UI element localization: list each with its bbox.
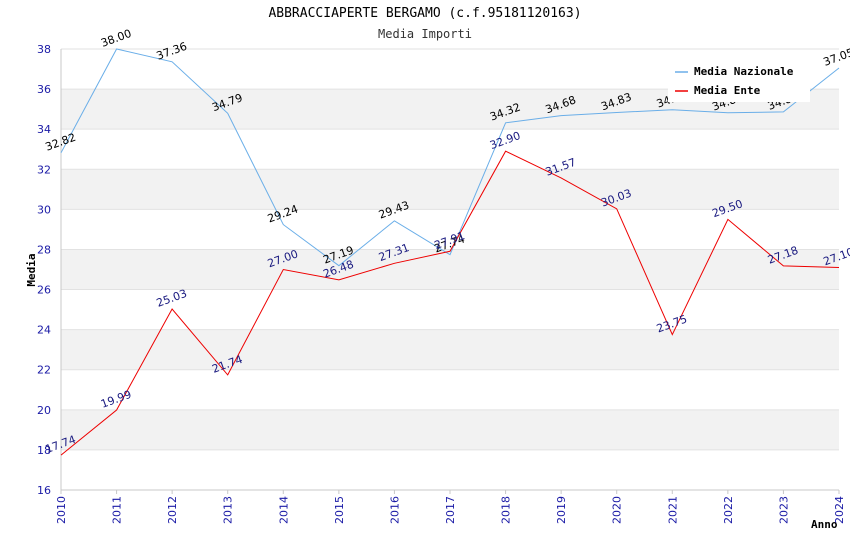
y-tick-labels: 16 18 20 22 24 26 28 30 32 34 36 38 [37, 43, 51, 497]
x-tick-label: 2021 [666, 496, 679, 524]
x-tick-label: 2016 [388, 496, 401, 524]
chart-title: ABBRACCIAPERTE BERGAMO (c.f.95181120163) [268, 6, 582, 21]
x-tick-label: 2019 [555, 496, 568, 524]
y-tick-label: 24 [37, 324, 51, 337]
grid-band [61, 249, 839, 290]
x-tick-label: 2014 [277, 496, 290, 524]
x-tick-label: 2023 [777, 496, 790, 524]
y-tick-label: 32 [37, 163, 51, 176]
x-tick-label: 2022 [722, 496, 735, 524]
y-tick-label: 16 [37, 484, 51, 497]
y-axis-label: Media [25, 253, 38, 286]
legend: Media Nazionale Media Ente [668, 60, 810, 102]
x-tick-label: 2010 [55, 496, 68, 524]
series-lines [60, 48, 840, 456]
y-tick-label: 20 [37, 404, 51, 417]
data-label-ente: 25.03 [155, 287, 189, 310]
x-tick-label: 2017 [444, 496, 457, 524]
x-tick-label: 2012 [166, 496, 179, 524]
data-label-nazionale: 38.00 [99, 27, 133, 50]
y-tick-label: 28 [37, 243, 51, 256]
grid-band [61, 169, 839, 210]
grid-band [61, 409, 839, 450]
data-label-nazionale: 37.36 [155, 40, 189, 63]
grid-bands [61, 89, 839, 450]
data-label-ente: 32.90 [488, 129, 522, 152]
y-tick-label: 38 [37, 43, 51, 56]
chart-subtitle: Media Importi [378, 27, 472, 41]
y-tick-label: 26 [37, 284, 51, 297]
y-tick-label: 22 [37, 364, 51, 377]
grid-band [61, 329, 839, 370]
x-axis-label: Anno [811, 518, 838, 531]
y-tick-label: 34 [37, 123, 51, 136]
y-tick-label: 36 [37, 83, 51, 96]
x-tick-label: 2018 [500, 496, 513, 524]
y-tick-label: 18 [37, 444, 51, 457]
x-tick-label: 2015 [333, 496, 346, 524]
legend-label-ente: Media Ente [694, 84, 761, 97]
series-line-ente [60, 150, 840, 456]
data-label-ente: 19.99 [99, 388, 133, 411]
series-line-nazionale [60, 48, 840, 267]
x-tick-labels: 2010 2011 2012 2013 2014 2015 2016 2017 2018 2019… [55, 496, 846, 524]
x-tick-label: 2020 [611, 496, 624, 524]
x-tick-label: 2024 [833, 496, 846, 524]
x-tick-label: 2013 [222, 496, 235, 524]
axes [60, 49, 840, 494]
legend-label-nazionale: Media Nazionale [694, 65, 794, 78]
x-tick-label: 2011 [111, 496, 124, 524]
legend-box [668, 60, 810, 102]
y-tick-label: 30 [37, 203, 51, 216]
